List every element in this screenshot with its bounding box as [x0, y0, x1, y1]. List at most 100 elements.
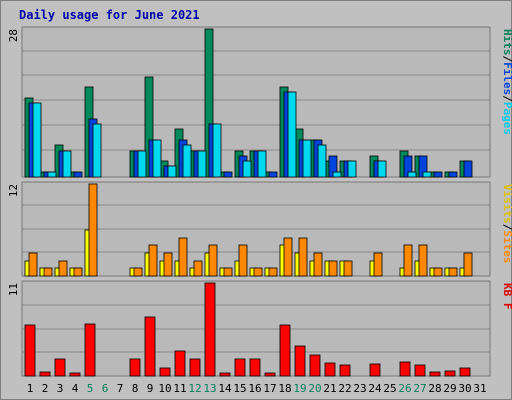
kb-panel-bar-kb-f-day-14 [219, 372, 231, 377]
visits-panel-bar-sites-day-27 [418, 244, 428, 277]
x-tick-day-1: 1 [27, 382, 34, 395]
visits-panel-bar-sites-day-16 [253, 267, 263, 277]
visits-panel-bar-sites-day-18 [283, 237, 293, 277]
hits-panel-legend: Hits/Files/Pages [501, 29, 512, 135]
hits-panel-bar-pages-day-1 [32, 102, 42, 178]
kb-panel-bar-kb-f-day-22 [339, 364, 351, 377]
x-tick-day-18: 18 [278, 382, 291, 395]
hits-panel-bar-pages-day-24 [377, 160, 387, 178]
x-tick-day-19: 19 [293, 382, 306, 395]
hits-panel-bar-pages-day-10 [167, 165, 177, 178]
kb-panel-bar-kb-f-day-5 [84, 323, 96, 377]
visits-panel-bar-sites-day-26 [403, 244, 413, 277]
hits-panel-legend-item-2: Files [501, 62, 512, 95]
hits-panel-max-label: 28 [7, 29, 20, 42]
kb-panel-bar-kb-f-day-24 [369, 363, 381, 377]
kb-panel-bar-kb-f-day-20 [309, 354, 321, 377]
visits-panel-bar-sites-day-13 [208, 244, 218, 277]
x-tick-day-17: 17 [263, 382, 276, 395]
visits-panel-bar-sites-day-30 [463, 252, 473, 277]
kb-panel-bar-kb-f-day-3 [54, 358, 66, 377]
visits-panel-bar-sites-day-12 [193, 260, 203, 277]
x-tick-day-9: 9 [147, 382, 154, 395]
hits-panel-legend-item-3: / [501, 95, 512, 102]
x-tick-day-2: 2 [42, 382, 49, 395]
kb-panel-bar-kb-f-day-27 [414, 364, 426, 377]
hits-panel-bar-files-day-4 [73, 171, 83, 178]
visits-panel-bar-sites-day-3 [58, 260, 68, 277]
visits-panel-bar-sites-day-8 [133, 267, 143, 277]
x-tick-day-23: 23 [353, 382, 366, 395]
hits-panel-bar-pages-day-15 [242, 160, 252, 178]
visits-panel-bar-sites-day-5 [88, 183, 98, 277]
hits-panel-bar-pages-day-13 [212, 123, 222, 178]
kb-panel-bar-kb-f-day-9 [144, 316, 156, 377]
kb-panel-bar-kb-f-day-15 [234, 358, 246, 377]
hits-panel-bar-pages-day-2 [47, 171, 57, 178]
kb-panel-bar-kb-f-day-18 [279, 324, 291, 377]
hits-panel-bar-pages-day-9 [152, 139, 162, 178]
visits-panel-legend-item-0: Visits [501, 184, 512, 224]
x-tick-day-28: 28 [428, 382, 441, 395]
visits-panel-bar-sites-day-15 [238, 244, 248, 277]
hits-panel-bar-pages-day-26 [407, 171, 417, 178]
kb-panel-bar-kb-f-day-2 [39, 371, 51, 377]
x-tick-day-12: 12 [188, 382, 201, 395]
hits-panel-legend-item-4: Pages [501, 102, 512, 135]
hits-panel-bar-pages-day-19 [302, 139, 312, 178]
visits-panel-bar-sites-day-28 [433, 267, 443, 277]
hits-panel-bar-pages-day-8 [137, 150, 147, 178]
kb-panel-bar-kb-f-day-12 [189, 358, 201, 377]
hits-panel-bar-files-day-17 [268, 171, 278, 178]
kb-panel-max-label: 11 [7, 283, 20, 296]
kb-panel-bar-kb-f-day-4 [69, 372, 81, 377]
kb-panel-bar-kb-f-day-19 [294, 345, 306, 377]
visits-panel-bar-sites-day-14 [223, 267, 233, 277]
visits-panel-legend: Visits/Sites [501, 184, 512, 264]
kb-panel-bar-kb-f-day-1 [24, 324, 36, 377]
kb-panel-bar-kb-f-day-29 [444, 370, 456, 377]
hits-panel-bar-pages-day-5 [92, 123, 102, 178]
visits-panel-bar-sites-day-2 [43, 267, 53, 277]
hits-panel-legend-item-1: / [501, 56, 512, 63]
kb-panel-bar-kb-f-day-11 [174, 350, 186, 377]
visits-panel-bar-sites-day-20 [313, 252, 323, 277]
x-tick-day-16: 16 [248, 382, 261, 395]
x-tick-day-8: 8 [132, 382, 139, 395]
hits-panel-bar-files-day-14 [223, 171, 233, 178]
hits-panel-bar-pages-day-16 [257, 150, 267, 178]
x-tick-day-4: 4 [72, 382, 79, 395]
x-tick-day-14: 14 [218, 382, 232, 395]
hits-panel-bar-pages-day-20 [317, 144, 327, 178]
visits-panel-bar-sites-day-9 [148, 244, 158, 277]
kb-panel-bar-kb-f-day-16 [249, 358, 261, 377]
x-tick-day-24: 24 [368, 382, 382, 395]
hits-panel-bar-files-day-29 [448, 171, 458, 178]
x-tick-day-21: 21 [323, 382, 336, 395]
x-tick-day-25: 25 [383, 382, 396, 395]
hits-panel-bar-pages-day-18 [287, 91, 297, 178]
x-tick-day-29: 29 [443, 382, 456, 395]
x-tick-day-7: 7 [117, 382, 124, 395]
kb-panel-legend-item-0: KB F [501, 283, 512, 310]
kb-panel-bar-kb-f-day-21 [324, 362, 336, 377]
hits-panel-bar-pages-day-12 [197, 150, 207, 178]
x-tick-day-22: 22 [338, 382, 351, 395]
kb-panel-bar-kb-f-day-30 [459, 367, 471, 377]
visits-panel-bar-sites-day-10 [163, 252, 173, 277]
visits-panel-max-label: 12 [7, 184, 20, 197]
hits-panel-bar-pages-day-11 [182, 144, 192, 178]
hits-panel-bar-pages-day-22 [347, 160, 357, 178]
x-tick-day-27: 27 [413, 382, 426, 395]
visits-panel-bar-sites-day-19 [298, 237, 308, 277]
hits-panel-bar-pages-day-27 [422, 171, 432, 178]
kb-panel-bar-kb-f-day-28 [429, 371, 441, 377]
x-tick-day-30: 30 [458, 382, 471, 395]
x-tick-day-26: 26 [398, 382, 411, 395]
hits-panel-legend-item-0: Hits [501, 29, 512, 56]
kb-panel-legend: KB F [501, 283, 512, 310]
x-tick-day-10: 10 [158, 382, 171, 395]
x-tick-day-15: 15 [233, 382, 246, 395]
x-tick-day-20: 20 [308, 382, 321, 395]
